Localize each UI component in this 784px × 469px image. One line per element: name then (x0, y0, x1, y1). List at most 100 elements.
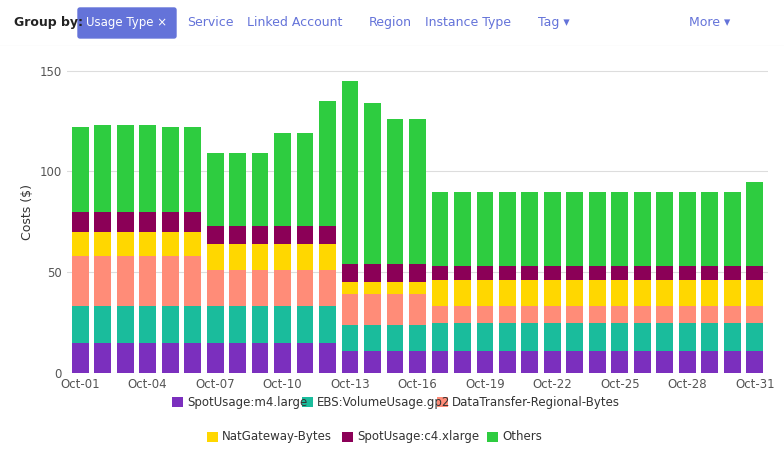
Bar (746, 266, 764, 280)
Bar (634, 280, 651, 306)
Bar (724, 266, 741, 280)
Bar (71, 232, 89, 256)
Text: Usage Type ×: Usage Type × (86, 16, 168, 30)
Bar (656, 192, 673, 266)
Text: SpotUsage:m4.large: SpotUsage:m4.large (187, 396, 307, 409)
Bar (567, 351, 583, 373)
Text: Region: Region (368, 16, 412, 30)
Bar (364, 264, 381, 282)
Bar (454, 306, 471, 323)
Bar (207, 432, 218, 442)
Y-axis label: Costs ($): Costs ($) (21, 184, 34, 240)
Bar (656, 266, 673, 280)
Bar (229, 153, 246, 226)
Bar (746, 351, 764, 373)
Bar (296, 244, 314, 270)
Bar (162, 232, 179, 256)
Bar (679, 280, 695, 306)
Bar (477, 306, 493, 323)
Bar (544, 192, 561, 266)
Bar (724, 323, 741, 351)
Bar (521, 323, 539, 351)
Bar (184, 212, 201, 232)
Bar (94, 306, 111, 343)
Bar (634, 192, 651, 266)
Bar (544, 351, 561, 373)
Bar (409, 282, 426, 295)
Text: SpotUsage:c4.xlarge: SpotUsage:c4.xlarge (357, 431, 479, 444)
Bar (162, 306, 179, 343)
Bar (499, 266, 516, 280)
Bar (724, 192, 741, 266)
Bar (477, 266, 493, 280)
Bar (521, 351, 539, 373)
Bar (364, 351, 381, 373)
Bar (342, 295, 358, 325)
Bar (521, 280, 539, 306)
Bar (612, 192, 628, 266)
Bar (589, 306, 606, 323)
Bar (477, 323, 493, 351)
Bar (634, 351, 651, 373)
Bar (274, 133, 291, 226)
Bar (162, 256, 179, 306)
Bar (589, 351, 606, 373)
Bar (184, 306, 201, 343)
Bar (487, 432, 498, 442)
Bar (364, 325, 381, 351)
Bar (252, 306, 268, 343)
Bar (140, 343, 156, 373)
Bar (71, 306, 89, 343)
Bar (94, 125, 111, 212)
Bar (229, 306, 246, 343)
Bar (162, 212, 179, 232)
Bar (746, 182, 764, 266)
Bar (679, 323, 695, 351)
Bar (94, 343, 111, 373)
Bar (656, 306, 673, 323)
Bar (409, 119, 426, 264)
Bar (521, 306, 539, 323)
Bar (94, 232, 111, 256)
Bar (634, 323, 651, 351)
Bar (252, 270, 268, 306)
Bar (71, 212, 89, 232)
Bar (387, 351, 404, 373)
Bar (724, 351, 741, 373)
Bar (229, 343, 246, 373)
Bar (296, 226, 314, 244)
Bar (274, 244, 291, 270)
Bar (140, 212, 156, 232)
Bar (477, 280, 493, 306)
Text: Linked Account: Linked Account (247, 16, 343, 30)
Bar (679, 306, 695, 323)
Bar (589, 266, 606, 280)
Bar (521, 266, 539, 280)
Bar (252, 244, 268, 270)
Bar (184, 127, 201, 212)
Bar (117, 212, 133, 232)
Bar (589, 323, 606, 351)
Text: NatGateway-Bytes: NatGateway-Bytes (222, 431, 332, 444)
Bar (746, 323, 764, 351)
Bar (252, 153, 268, 226)
Bar (702, 323, 718, 351)
Text: Group by:: Group by: (14, 16, 83, 30)
Bar (477, 351, 493, 373)
Bar (544, 323, 561, 351)
Bar (184, 256, 201, 306)
Text: Tag ▾: Tag ▾ (538, 16, 570, 30)
Bar (319, 226, 336, 244)
Bar (229, 226, 246, 244)
Bar (207, 270, 223, 306)
Bar (679, 192, 695, 266)
Bar (499, 351, 516, 373)
Bar (454, 266, 471, 280)
Bar (679, 351, 695, 373)
Bar (207, 226, 223, 244)
Bar (387, 295, 404, 325)
Text: DataTransfer-Regional-Bytes: DataTransfer-Regional-Bytes (452, 396, 620, 409)
Bar (702, 192, 718, 266)
Text: Instance Type: Instance Type (425, 16, 511, 30)
Bar (319, 306, 336, 343)
